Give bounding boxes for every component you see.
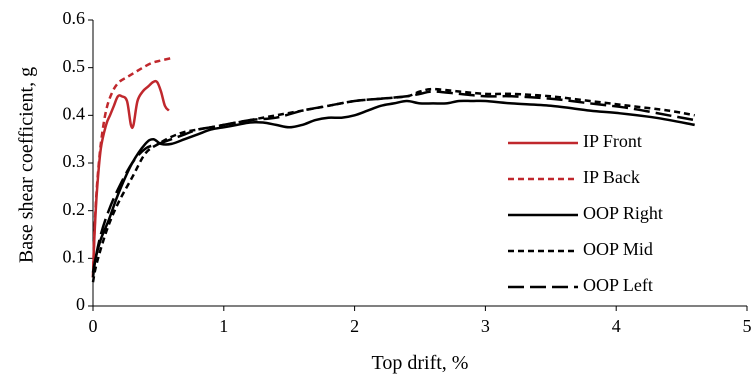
x-tick-label: 5 (743, 316, 751, 336)
x-tick-label: 4 (612, 316, 621, 336)
legend: IP Front IP Back OOP Right OOP Mid OOP Left (508, 131, 663, 295)
y-tick-label: 0.3 (63, 151, 86, 171)
y-tick-label: 0.4 (63, 103, 86, 123)
y-axis-title-group: Base shear coefficient, g (16, 67, 38, 263)
series-line-oop-mid (91, 87, 695, 283)
series-line-oop-left (91, 90, 695, 278)
y-tick-label: 0.1 (63, 246, 86, 266)
series-line-ip-back (91, 56, 172, 278)
y-tick-label: 0.2 (63, 199, 86, 219)
legend-label-ip-front: IP Front (583, 131, 642, 151)
y-tick-label: 0.6 (63, 8, 86, 28)
x-tick-label: 1 (219, 316, 228, 336)
axes: 0 0.1 0.2 0.3 0.4 0.5 0.6 0 1 2 3 4 5 (63, 8, 751, 336)
y-tick-label: 0.5 (63, 56, 86, 76)
legend-label-oop-mid: OOP Mid (583, 239, 653, 259)
legend-label-oop-left: OOP Left (583, 275, 653, 295)
y-axis-title: Base shear coefficient, g (16, 67, 38, 263)
x-tick-label: 3 (481, 316, 490, 336)
y-tick-label: 0 (76, 294, 85, 314)
x-axis-title: Top drift, % (372, 352, 469, 374)
series-line-oop-right (91, 99, 695, 273)
series-layer (91, 56, 695, 283)
legend-label-ip-back: IP Back (583, 167, 640, 187)
legend-label-oop-right: OOP Right (583, 203, 663, 223)
x-tick-label: 0 (89, 316, 98, 336)
x-tick-label: 2 (350, 316, 359, 336)
